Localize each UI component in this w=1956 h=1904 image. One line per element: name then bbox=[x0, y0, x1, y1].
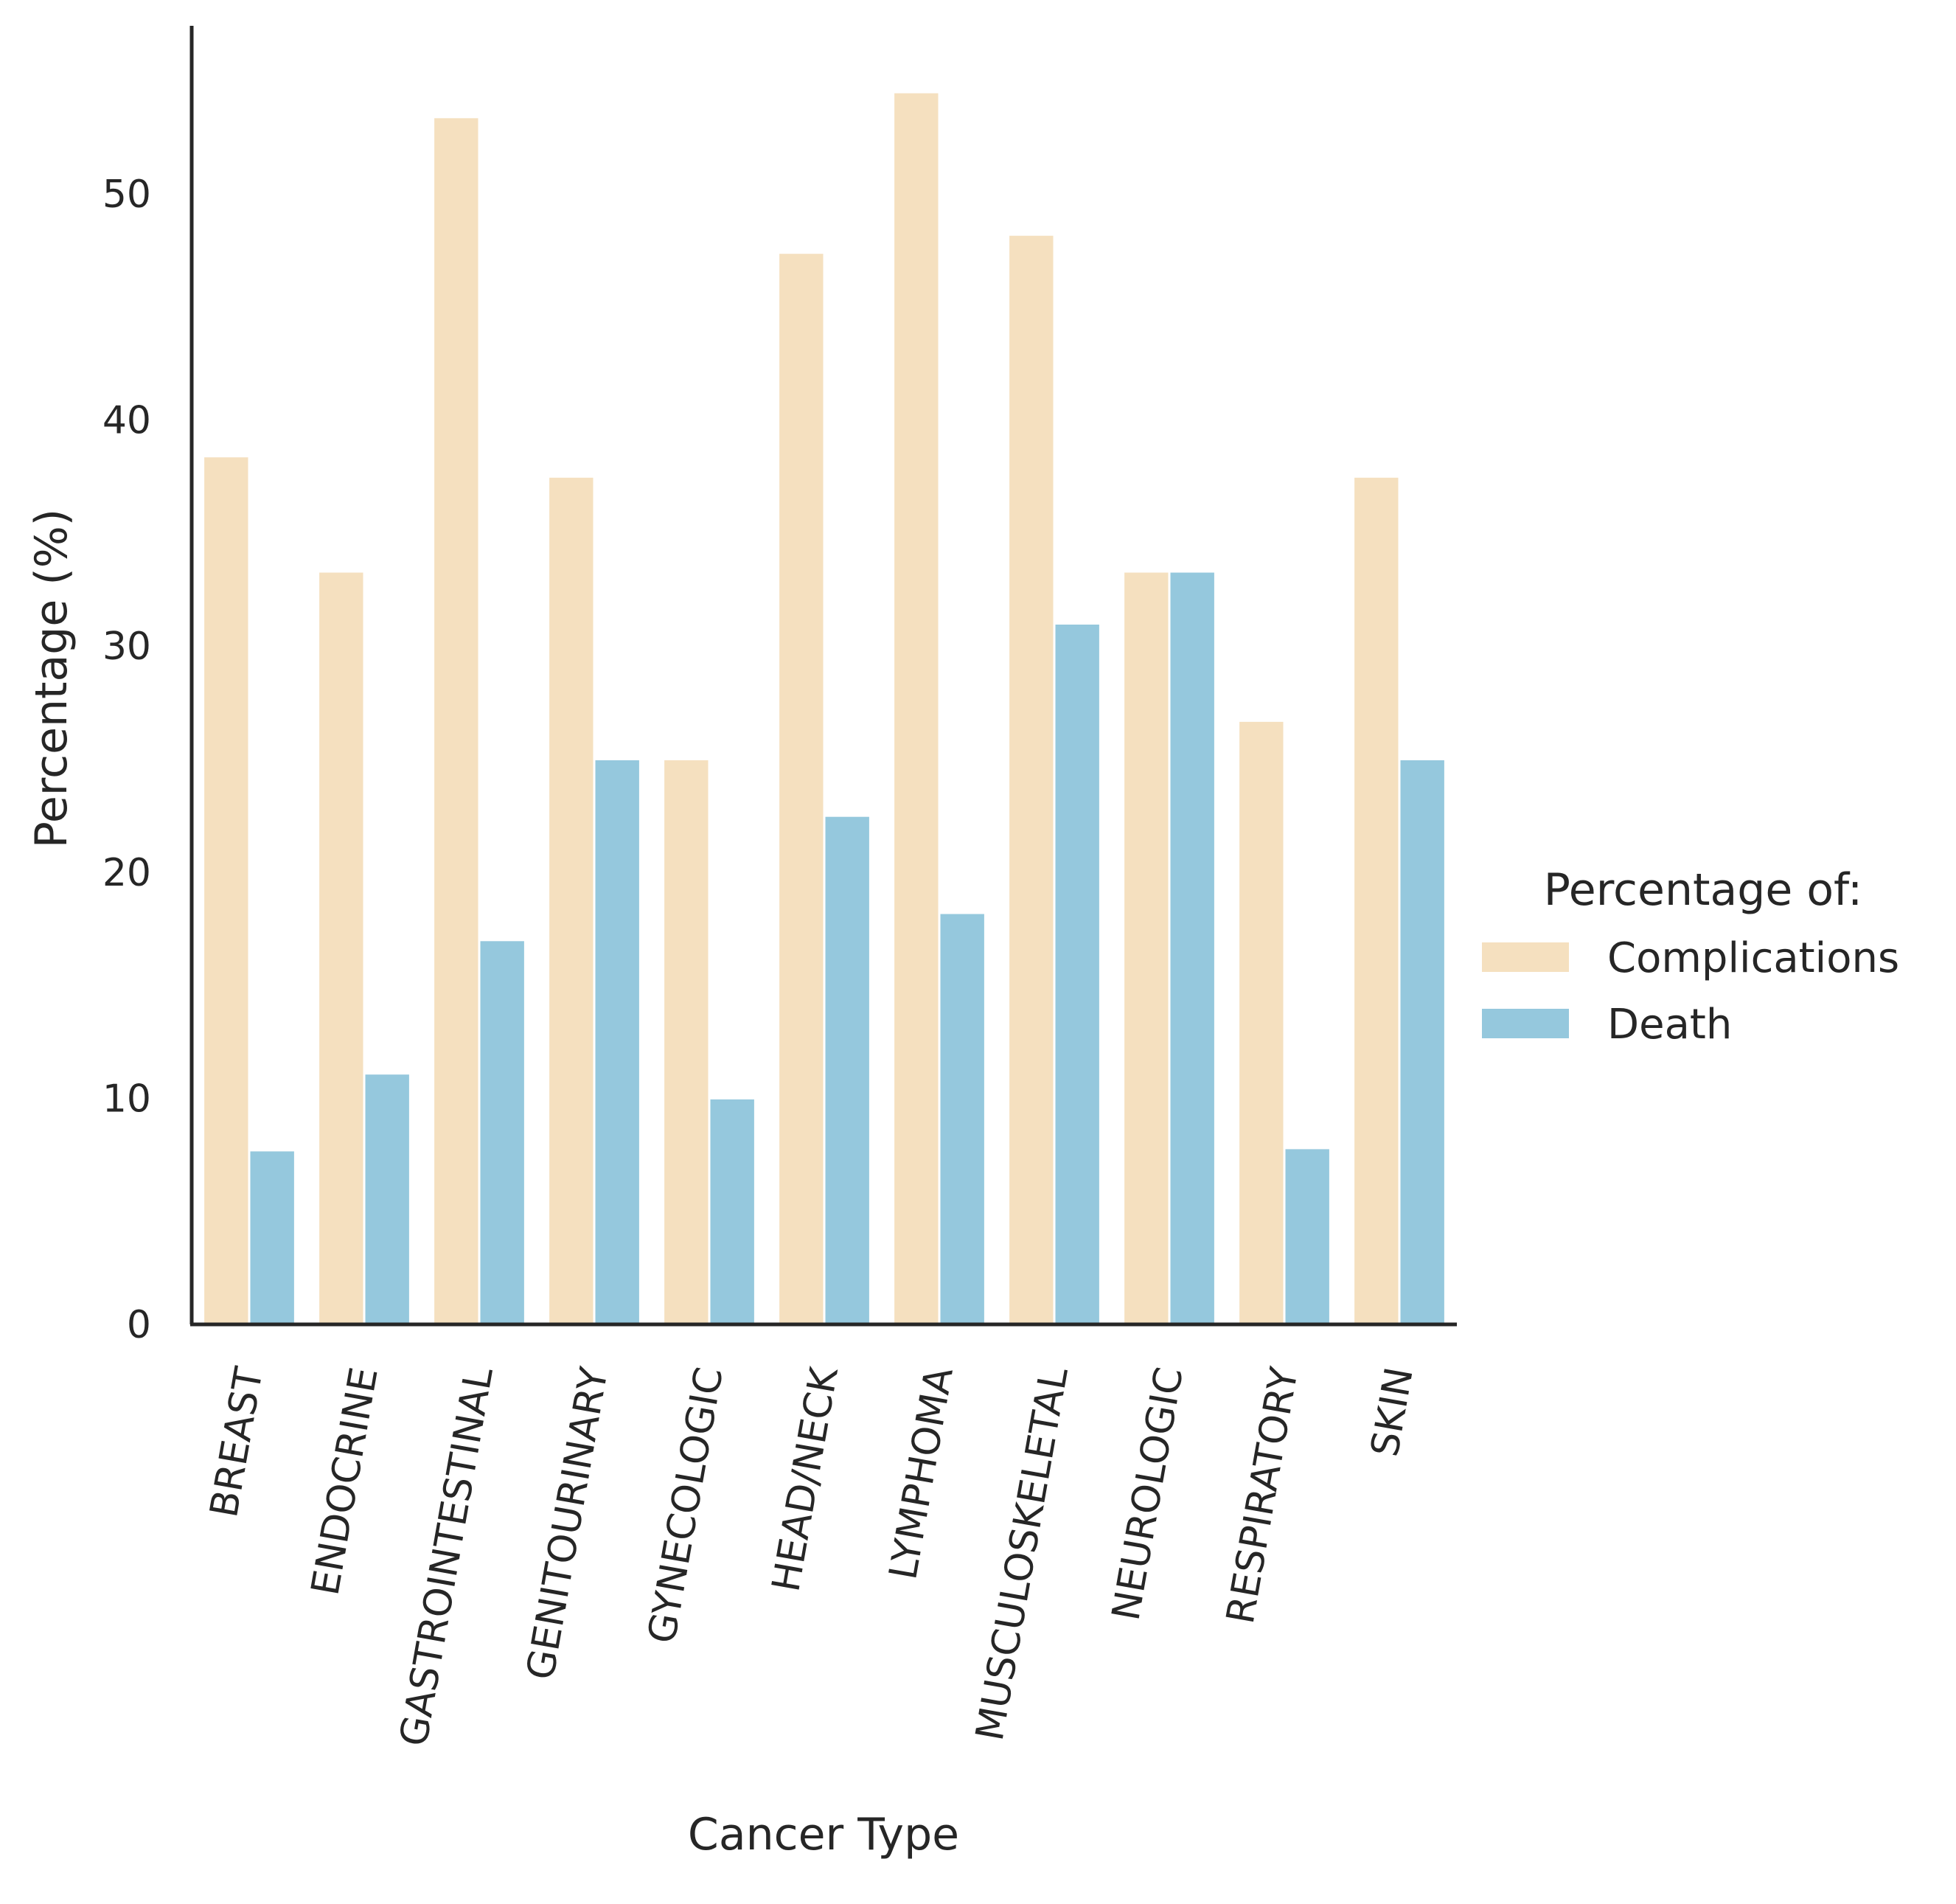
x-tick-label: ENDOCRINE bbox=[303, 1364, 386, 1599]
y-tick-label: 20 bbox=[102, 851, 151, 895]
y-tick-label: 0 bbox=[127, 1303, 151, 1347]
bar-death-gynecologic bbox=[708, 1097, 756, 1326]
x-ticks-layer: BREAST ENDOCRINE GASTROINTESTINAL GENITOURI… bbox=[202, 1363, 1422, 1749]
x-tick-label: LYMPHOMA bbox=[881, 1363, 962, 1582]
bar-complications-respiratory bbox=[1237, 719, 1286, 1326]
bar-death-lymphoma bbox=[938, 911, 986, 1326]
bar-complications-endocrine bbox=[317, 570, 366, 1326]
bar-complications-skin bbox=[1352, 475, 1401, 1326]
bar-complications-head-neck bbox=[777, 251, 826, 1326]
bar-death-breast bbox=[248, 1149, 296, 1326]
y-tick-label: 50 bbox=[102, 173, 151, 217]
bar-death-respiratory bbox=[1283, 1147, 1332, 1326]
bars-layer bbox=[202, 91, 1447, 1326]
legend: Percentage of: Complications Death bbox=[1482, 864, 1899, 1049]
bar-death-skin bbox=[1398, 758, 1447, 1326]
bar-death-musculoskeletal bbox=[1053, 622, 1101, 1326]
bar-complications-genitourinary bbox=[547, 475, 596, 1326]
y-tick-label: 30 bbox=[102, 625, 151, 669]
legend-label-death: Death bbox=[1607, 1001, 1732, 1049]
bar-complications-neurologic bbox=[1122, 570, 1171, 1326]
legend-swatch-complications bbox=[1482, 942, 1569, 972]
x-axis-title: Cancer Type bbox=[688, 1809, 959, 1860]
legend-title: Percentage of: bbox=[1544, 864, 1863, 916]
x-tick-label: BREAST bbox=[202, 1364, 272, 1521]
y-tick-label: 10 bbox=[102, 1077, 151, 1121]
y-axis-title: Percentage (%) bbox=[26, 509, 77, 848]
bar-complications-musculoskeletal bbox=[1007, 233, 1056, 1326]
bar-complications-gastrointestinal bbox=[432, 116, 481, 1326]
x-tick-label: GASTROINTESTINAL bbox=[391, 1364, 501, 1750]
x-tick-label: SKIN bbox=[1363, 1364, 1422, 1460]
legend-swatch-death bbox=[1482, 1009, 1569, 1038]
bar-death-genitourinary bbox=[593, 758, 641, 1326]
x-tick-label: MUSCULOSKELETAL bbox=[968, 1364, 1077, 1744]
bar-death-neurologic bbox=[1168, 570, 1217, 1326]
bar-death-head-neck bbox=[823, 814, 871, 1326]
bar-complications-lymphoma bbox=[892, 91, 941, 1326]
y-tick-label: 40 bbox=[102, 399, 151, 443]
x-tick-label: RESPIRATORY bbox=[1219, 1364, 1307, 1627]
bar-death-endocrine bbox=[363, 1072, 411, 1326]
bar-complications-gynecologic bbox=[662, 758, 711, 1326]
x-tick-label: GENITOURINARY bbox=[518, 1364, 617, 1684]
x-tick-label: NEUROLOGIC bbox=[1104, 1364, 1191, 1624]
legend-label-complications: Complications bbox=[1607, 934, 1899, 982]
x-tick-label: HEAD/NECK bbox=[764, 1363, 847, 1595]
bar-death-gastrointestinal bbox=[478, 939, 526, 1326]
bar-complications-breast bbox=[202, 455, 251, 1326]
x-tick-label: GYNECOLOGIC bbox=[640, 1364, 732, 1647]
y-ticks-layer: 0 10 20 30 40 50 bbox=[102, 173, 151, 1347]
